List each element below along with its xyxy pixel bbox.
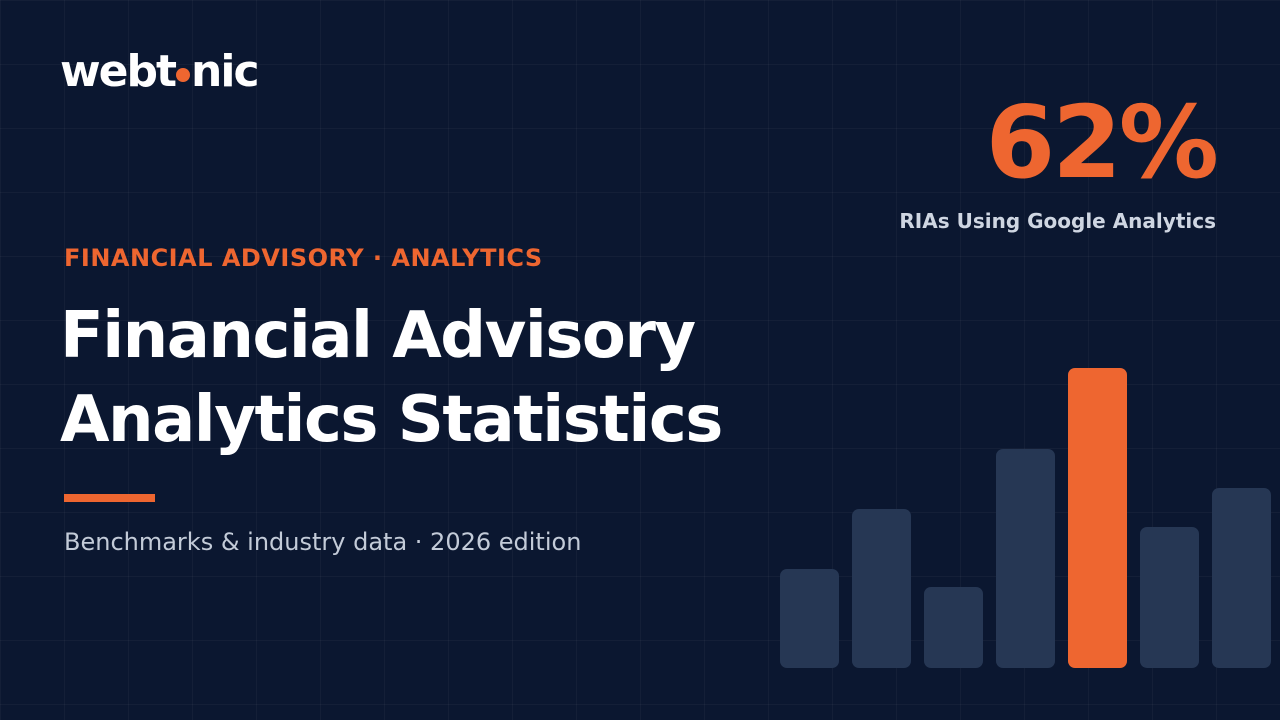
bar [1140,527,1199,668]
stat-label: RIAs Using Google Analytics [899,209,1216,233]
title-line-1: Financial Advisory [60,299,696,373]
title-line-2: Analytics Statistics [60,383,723,457]
logo-text-start: webt [60,46,177,97]
bar [996,449,1055,668]
brand-logo: webt nic [60,46,260,98]
bar [780,569,839,668]
bar-highlight [1068,368,1127,668]
bar [852,509,911,668]
stat-value: 62% [985,84,1219,201]
subtitle: Benchmarks & industry data · 2026 editio… [64,528,582,556]
eyebrow-label: FINANCIAL ADVISORY · ANALYTICS [64,244,543,272]
bar [924,587,983,668]
bar [1212,488,1271,668]
accent-divider [64,494,155,502]
logo-dot-icon [176,68,191,82]
headline-stat: 62% RIAs Using Google Analytics [796,84,1219,234]
page-title: Financial Advisory Analytics Statistics [60,294,760,462]
logo-text-end: nic [191,46,259,97]
